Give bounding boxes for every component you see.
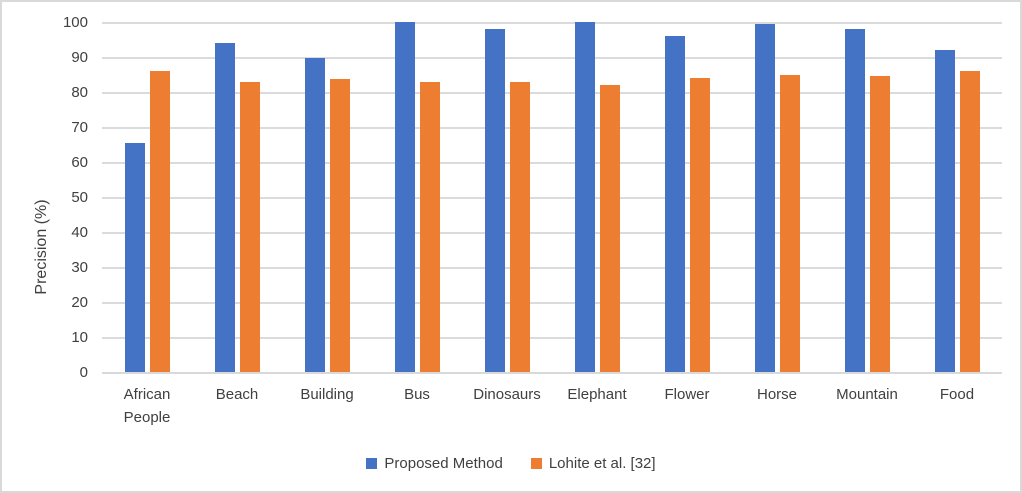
x-category-label: Dinosaurs (473, 386, 541, 403)
x-category-label: Flower (664, 386, 710, 403)
gridline (102, 22, 1002, 24)
bar-series-1 (935, 50, 955, 372)
bar-series-2 (960, 71, 980, 372)
y-tick-label: 80 (71, 84, 88, 101)
x-category-label: Mountain (836, 386, 898, 403)
legend-item-series-1: Proposed Method (366, 455, 503, 472)
y-tick-label: 0 (79, 364, 88, 381)
gridline (102, 232, 1002, 234)
gridline (102, 337, 1002, 339)
legend-label: Proposed Method (384, 455, 503, 472)
gridline (102, 127, 1002, 129)
bar-series-2 (510, 81, 530, 372)
bar-series-1 (395, 22, 415, 372)
gridline (102, 197, 1002, 199)
y-tick-label: 30 (71, 259, 88, 276)
bar-series-2 (150, 71, 170, 372)
y-tick-label: 70 (71, 119, 88, 136)
bar-series-2 (690, 78, 710, 372)
bar-series-1 (125, 142, 145, 372)
legend-label: Lohite et al. [32] (548, 455, 656, 472)
bar-series-2 (420, 81, 440, 372)
plot-area (102, 22, 1002, 374)
y-tick-label: 60 (71, 154, 88, 171)
x-category-label: Bus (404, 386, 430, 403)
bar-series-1 (485, 29, 505, 372)
x-category-label: Food (939, 386, 975, 403)
x-category-label: African People (123, 386, 171, 426)
gridline (102, 302, 1002, 304)
bar-series-2 (330, 79, 350, 372)
gridline (102, 162, 1002, 164)
legend-swatch-icon (530, 458, 542, 469)
x-axis-line (102, 372, 1002, 374)
y-tick-label: 50 (71, 189, 88, 206)
y-tick-label: 90 (71, 49, 88, 66)
y-tick-label: 20 (71, 294, 88, 311)
y-tick-label: 10 (71, 329, 88, 346)
x-category-label: Building (300, 386, 354, 403)
bar-series-1 (845, 29, 865, 372)
gridline (102, 92, 1002, 94)
x-category-label: Elephant (567, 386, 627, 403)
gridline (102, 57, 1002, 59)
x-category-label: Beach (215, 386, 259, 403)
bar-series-2 (240, 81, 260, 372)
bar-series-1 (755, 23, 775, 372)
bar-series-2 (600, 85, 620, 372)
x-category-label: Horse (756, 386, 797, 403)
legend-swatch-icon (366, 458, 378, 469)
bar-series-1 (575, 22, 595, 372)
y-axis-title: Precision (%) (33, 199, 50, 295)
legend: Proposed Method Lohite et al. [32] (2, 455, 1020, 472)
legend-item-series-2: Lohite et al. [32] (530, 455, 656, 472)
bar-series-1 (215, 43, 235, 372)
y-tick-label: 100 (62, 14, 88, 31)
y-tick-label: 40 (71, 224, 88, 241)
gridline (102, 267, 1002, 269)
bar-series-1 (305, 57, 325, 372)
bar-series-2 (780, 74, 800, 372)
bar-series-1 (665, 36, 685, 372)
bar-series-2 (870, 76, 890, 372)
